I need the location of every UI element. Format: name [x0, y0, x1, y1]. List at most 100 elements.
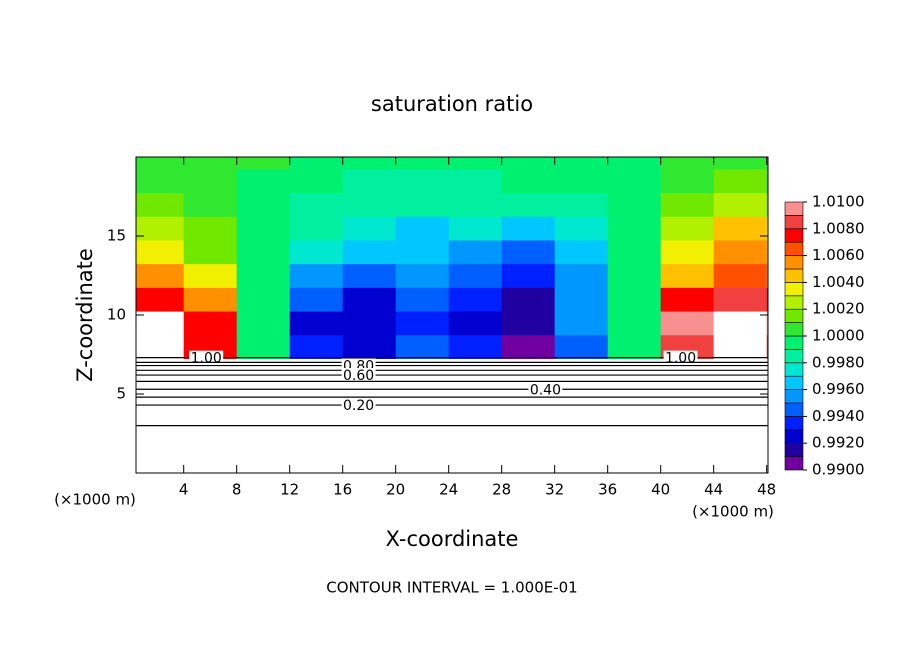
x-tick-label: 36	[598, 481, 617, 499]
field-cell	[395, 239, 450, 265]
field-cell	[136, 157, 185, 170]
field-cell	[395, 216, 450, 241]
x-tick-label: 24	[439, 481, 458, 499]
y-axis-label: Z-coordinate	[73, 248, 97, 382]
field-cell	[236, 334, 291, 359]
footer-note: CONTOUR INTERVAL = 1.000E-01	[326, 579, 577, 597]
colorbar-label: 1.0020	[812, 300, 865, 318]
field-cell	[501, 168, 556, 194]
field-cell	[136, 239, 185, 265]
x-tick-label: 4	[179, 481, 189, 499]
colorbar-label: 1.0100	[812, 193, 865, 211]
colorbar-label: 1.0080	[812, 219, 865, 237]
field-cell	[136, 287, 185, 312]
x-unit: (×1000 m)	[54, 491, 136, 509]
x-tick-label: 8	[232, 481, 242, 499]
field-cell	[607, 157, 662, 170]
field-cell	[342, 239, 397, 265]
contour-label-bg	[663, 350, 698, 365]
field-cell	[289, 311, 344, 336]
field-cell	[713, 263, 768, 288]
field-cell	[236, 239, 291, 265]
field-cell	[342, 216, 397, 241]
colorbar-band	[784, 416, 804, 431]
field-cell	[183, 168, 238, 194]
field-cell	[713, 239, 768, 265]
field-cell	[342, 168, 397, 194]
field-cell	[501, 334, 556, 359]
y-tick-label: 5	[116, 385, 126, 403]
colorbar-band	[784, 215, 804, 230]
x-tick-label: 32	[545, 481, 564, 499]
field-cell	[289, 239, 344, 265]
contour-label: 0.60	[343, 368, 374, 384]
field-cell	[448, 334, 503, 359]
field-cell	[607, 216, 662, 241]
contour-label-bg	[341, 398, 376, 413]
colorbar-band	[784, 429, 804, 444]
field-cell	[342, 287, 397, 312]
field-cell	[342, 334, 397, 359]
contour-label: 0.20	[343, 398, 374, 414]
colorbar-band	[784, 322, 804, 337]
x-tick-label: 20	[386, 481, 405, 499]
field-cell	[236, 287, 291, 312]
field-cell	[395, 334, 450, 359]
field-cell	[448, 168, 503, 194]
field-cell	[236, 168, 291, 194]
field-cell	[607, 334, 662, 359]
field-cell	[236, 192, 291, 217]
field-cell	[183, 157, 238, 170]
colorbar-band	[784, 349, 804, 364]
field-cell	[713, 192, 768, 217]
field-cell	[136, 311, 185, 336]
colorbar-band	[784, 402, 804, 417]
field-cell	[607, 287, 662, 312]
field-cell	[183, 239, 238, 265]
field-cell	[136, 263, 185, 288]
field-cell	[448, 287, 503, 312]
x-tick-label: 12	[280, 481, 299, 499]
field-cell	[554, 239, 609, 265]
colorbar-band	[784, 228, 804, 243]
field-cell	[501, 239, 556, 265]
colorbar-band	[784, 295, 804, 310]
field-cell	[395, 157, 450, 170]
colorbar-band	[784, 201, 804, 216]
field-cell	[660, 263, 715, 288]
contour-label: 1.00	[665, 351, 696, 367]
y-tick-label: 15	[107, 227, 126, 245]
colorbar-band	[784, 268, 804, 283]
colorbar-label: 1.0040	[812, 273, 865, 291]
field	[136, 157, 769, 359]
field-cell	[554, 263, 609, 288]
field-cell	[136, 192, 185, 217]
field-cell	[448, 192, 503, 217]
contour-label-bg	[189, 350, 224, 365]
field-cell	[395, 168, 450, 194]
field-cell	[660, 239, 715, 265]
field-cell	[713, 216, 768, 241]
colorbar-band	[784, 375, 804, 390]
x-tick-label: 48	[757, 481, 776, 499]
field-cell	[183, 263, 238, 288]
x-axis-label: X-coordinate	[386, 527, 519, 551]
field-cell	[395, 263, 450, 288]
field-cell	[660, 216, 715, 241]
field-cell	[289, 157, 344, 170]
colorbar-label: 0.9920	[812, 434, 865, 452]
field-cell	[660, 157, 715, 170]
colorbar-band	[784, 362, 804, 377]
field-cell	[136, 168, 185, 194]
colorbar-band	[784, 255, 804, 270]
colorbar-band	[784, 282, 804, 297]
field-cell	[501, 157, 556, 170]
field-cell	[236, 311, 291, 336]
field-cell	[448, 216, 503, 241]
field-cell	[554, 168, 609, 194]
contour-label: 0.40	[530, 382, 561, 398]
field-cell	[395, 287, 450, 312]
field-cell	[501, 311, 556, 336]
field-cell	[183, 311, 238, 336]
field-cell	[501, 216, 556, 241]
